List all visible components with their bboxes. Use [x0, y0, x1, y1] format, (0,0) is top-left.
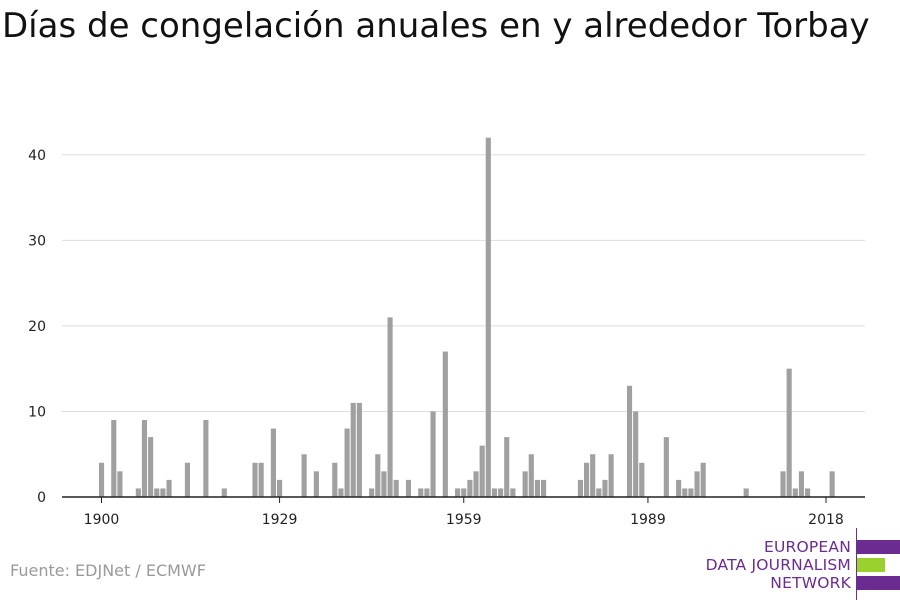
bar-1935	[313, 471, 319, 497]
bar-1902	[111, 420, 117, 497]
bar-1944	[369, 488, 375, 497]
bar-1920	[221, 488, 227, 497]
bar-1906	[135, 488, 141, 497]
x-tick-labels: 1900 1929 1959 1989 2018	[84, 512, 844, 528]
x-tick-label-1959: 1959	[446, 512, 482, 528]
bar-1909	[154, 488, 160, 497]
logo-line-1: EUROPEAN	[763, 538, 851, 556]
bar-1939	[338, 488, 344, 497]
bar-1938	[332, 462, 338, 497]
bar-1903	[117, 471, 123, 497]
bar-1978	[577, 479, 583, 497]
bar-1911	[166, 479, 172, 497]
bar-1980	[590, 454, 596, 497]
x-tick-label-1929: 1929	[262, 512, 298, 528]
bar-1971	[534, 479, 540, 497]
y-tick-label-0: 0	[37, 490, 46, 506]
x-axis	[62, 496, 865, 503]
bar-2012	[786, 368, 792, 497]
bar-1947	[387, 317, 393, 498]
bar-2013	[792, 488, 798, 497]
bars	[98, 137, 835, 498]
bar-1933	[301, 454, 307, 497]
edjnet-logo[interactable]: EUROPEAN DATA JOURNALISM NETWORK	[700, 528, 900, 600]
bar-1963	[485, 137, 491, 497]
bar-1983	[608, 454, 614, 497]
bar-1917	[203, 420, 209, 497]
bar-1946	[381, 471, 387, 497]
bar-1925	[252, 462, 258, 497]
bar-2019	[829, 471, 835, 497]
bar-1972	[541, 479, 547, 497]
bar-2015	[805, 488, 811, 497]
bar-1953	[424, 488, 430, 497]
bar-1970	[528, 454, 534, 497]
bar-1959	[461, 488, 467, 497]
bar-1964	[491, 488, 498, 497]
bar-2011	[780, 471, 786, 497]
bar-1928	[270, 428, 276, 497]
bar-1998	[700, 462, 706, 497]
logo-bar-top	[857, 540, 900, 554]
bar-1945	[375, 454, 381, 497]
bar-1996	[688, 488, 694, 497]
bar-1986	[626, 385, 633, 497]
grid-lines	[62, 154, 865, 412]
bar-1956	[442, 351, 448, 497]
bar-1966	[504, 437, 510, 497]
logo-divider	[856, 528, 857, 600]
bar-1900	[98, 462, 105, 497]
y-tick-labels: 0 10 20 30 40	[28, 148, 46, 506]
bar-1995	[682, 488, 688, 497]
y-tick-label-20: 20	[28, 319, 46, 335]
bar-1988	[639, 462, 645, 497]
bar-1994	[676, 479, 682, 497]
logo-bar-middle	[857, 558, 885, 572]
bar-1960	[467, 479, 473, 497]
x-tick-label-2018: 2018	[808, 512, 844, 528]
bar-1961	[473, 471, 479, 497]
bar-1962	[479, 445, 485, 497]
bar-1969	[522, 471, 528, 497]
bar-1954	[430, 411, 436, 497]
chart-title: Días de congelación anuales en y alreded…	[2, 6, 870, 46]
y-tick-label-10: 10	[28, 404, 46, 420]
bar-1997	[694, 471, 700, 497]
bar-1907	[141, 420, 148, 497]
y-tick-label-30: 30	[28, 233, 46, 249]
logo-bar-bottom	[857, 576, 900, 590]
bar-1979	[583, 462, 590, 497]
bar-1948	[393, 479, 399, 497]
bar-1942	[356, 402, 362, 497]
bar-1910	[160, 488, 166, 497]
logo-line-3: NETWORK	[770, 574, 851, 592]
bar-1929	[276, 479, 283, 497]
bar-1992	[663, 437, 669, 497]
bar-1950	[405, 479, 412, 497]
bar-1982	[602, 479, 608, 497]
bar-1958	[455, 488, 461, 497]
bar-2005	[743, 488, 749, 497]
bar-1981	[596, 488, 602, 497]
bar-1952	[418, 488, 424, 497]
bar-1941	[350, 402, 356, 497]
source-note: Fuente: EDJNet / ECMWF	[10, 561, 206, 580]
x-tick-label-1900: 1900	[84, 512, 120, 528]
bar-1965	[498, 488, 504, 497]
y-tick-label-40: 40	[28, 148, 46, 164]
bar-2014	[798, 471, 805, 497]
bar-1940	[344, 428, 350, 497]
bar-1926	[258, 462, 264, 497]
x-tick-label-1989: 1989	[630, 512, 666, 528]
logo-line-2: DATA JOURNALISM	[705, 556, 851, 574]
bar-1987	[633, 411, 639, 497]
bar-1967	[510, 488, 516, 497]
bar-1908	[148, 437, 154, 497]
bar-1914	[184, 462, 191, 497]
